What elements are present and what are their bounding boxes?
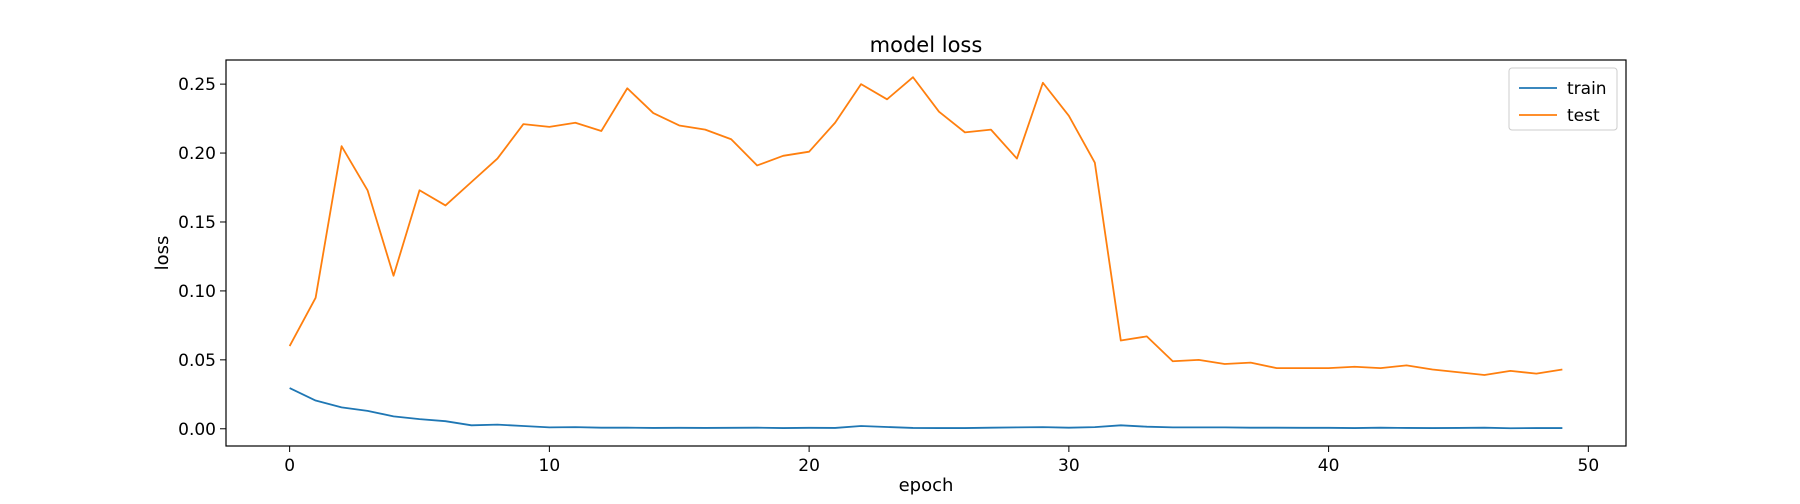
plot-area [288,76,1563,430]
y-axis: 0.00 0.05 0.10 0.15 0.20 0.25 [178,75,226,440]
y-tick-label: 0.25 [178,75,216,95]
x-tick-label: 0 [284,456,295,476]
x-tick-label: 20 [798,456,820,476]
series-line-test [288,76,1563,376]
x-axis: 0 10 20 30 40 50 [284,446,1599,476]
legend-label-train: train [1567,79,1607,99]
y-tick-label: 0.20 [178,144,216,164]
legend-label-test: test [1567,106,1600,126]
y-axis-title: loss [152,236,173,271]
series-line-train [289,387,1563,430]
y-tick-label: 0.00 [178,420,216,440]
x-axis-title: epoch [899,475,954,496]
plot-frame [225,59,1627,447]
x-tick-label: 40 [1318,456,1340,476]
legend: train test [1508,67,1618,131]
chart-title: model loss [870,33,983,57]
x-tick-label: 30 [1058,456,1080,476]
y-tick-label: 0.10 [178,282,216,302]
y-tick-label: 0.05 [178,351,216,371]
x-tick-label: 10 [539,456,561,476]
x-tick-label: 50 [1578,456,1600,476]
y-tick-label: 0.15 [178,213,216,233]
legend-box [1508,67,1618,131]
